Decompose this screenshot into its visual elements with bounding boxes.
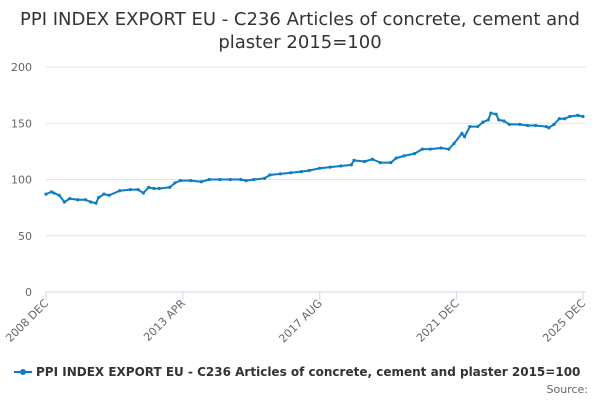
data-point (141, 191, 145, 195)
data-point (370, 157, 375, 161)
y-tick-label: 150 (11, 117, 32, 130)
data-point (49, 190, 53, 194)
data-point (168, 185, 172, 189)
data-point (44, 192, 48, 196)
data-point (57, 193, 61, 197)
data-point (389, 161, 393, 165)
data-point (568, 114, 572, 119)
data-point (157, 186, 161, 191)
data-point (118, 189, 122, 193)
data-point (289, 171, 293, 175)
source-credit[interactable]: Source: (546, 383, 589, 396)
data-point (544, 125, 548, 129)
y-tick-label: 200 (11, 61, 32, 74)
data-point (102, 192, 106, 196)
data-point (476, 125, 480, 129)
data-point (299, 170, 303, 174)
data-point (128, 188, 132, 192)
data-point (328, 165, 332, 169)
data-point (228, 177, 232, 182)
data-point (83, 198, 88, 202)
data-point (199, 180, 203, 184)
data-point (68, 197, 72, 201)
data-point (318, 166, 322, 170)
data-point (189, 179, 193, 183)
data-point (439, 146, 443, 150)
data-point (244, 179, 248, 183)
y-tick-label: 0 (25, 286, 32, 299)
data-point (349, 163, 353, 167)
data-point (239, 177, 243, 182)
data-point (481, 120, 485, 124)
data-point (468, 125, 472, 129)
legend-item[interactable]: PPI INDEX EXPORT EU - C236 Articles of c… (14, 365, 580, 379)
data-point (420, 147, 425, 151)
data-point (526, 123, 530, 128)
data-point (52, 191, 56, 195)
data-point (218, 177, 222, 182)
data-point (428, 147, 432, 151)
data-point (581, 114, 585, 119)
data-point (339, 164, 343, 168)
data-point (462, 135, 467, 139)
data-point (394, 156, 398, 160)
data-point (460, 131, 464, 135)
data-point (502, 119, 506, 123)
y-tick-label: 50 (18, 230, 32, 243)
y-tick-label: 100 (11, 174, 32, 187)
data-point (262, 176, 267, 180)
data-point (489, 111, 493, 115)
x-tick-label: 2021 DEC (414, 297, 462, 345)
data-point (486, 118, 490, 122)
data-point (107, 193, 111, 197)
data-point (89, 200, 93, 204)
data-point (362, 159, 367, 164)
data-point (447, 147, 451, 151)
data-point (402, 154, 406, 158)
data-point (494, 112, 498, 116)
data-point (378, 161, 382, 165)
series-line (45, 112, 584, 205)
data-point (173, 181, 177, 185)
data-point (307, 168, 311, 173)
data-point (278, 172, 282, 176)
x-tick-label: 2013 APR (141, 297, 188, 344)
data-point (94, 201, 98, 205)
data-point (252, 177, 256, 182)
data-point (497, 118, 501, 122)
data-point (452, 141, 456, 146)
data-point (352, 158, 356, 162)
data-point (518, 122, 522, 126)
data-point (547, 126, 551, 130)
data-point (207, 177, 211, 182)
data-point (552, 122, 556, 126)
legend-label: PPI INDEX EXPORT EU - C236 Articles of c… (36, 365, 581, 379)
data-point (152, 186, 156, 191)
data-point (412, 152, 417, 156)
data-point (268, 173, 272, 177)
chart-title: PPI INDEX EXPORT EU - C236 Articles of c… (20, 9, 580, 53)
data-point (576, 113, 580, 117)
x-tick-label: 2025 DEC (540, 297, 588, 345)
data-point (557, 117, 561, 121)
x-tick-label: 2017 AUG (276, 297, 325, 346)
legend-marker-icon (14, 369, 32, 375)
data-point (97, 195, 101, 200)
data-point (75, 198, 80, 202)
data-point (178, 179, 182, 183)
data-point (507, 122, 511, 126)
data-point (147, 185, 151, 189)
data-point (136, 188, 140, 192)
x-tick-label: 2008 DEC (3, 297, 51, 345)
data-point (62, 200, 67, 204)
data-point (534, 123, 538, 128)
data-point (562, 117, 567, 121)
